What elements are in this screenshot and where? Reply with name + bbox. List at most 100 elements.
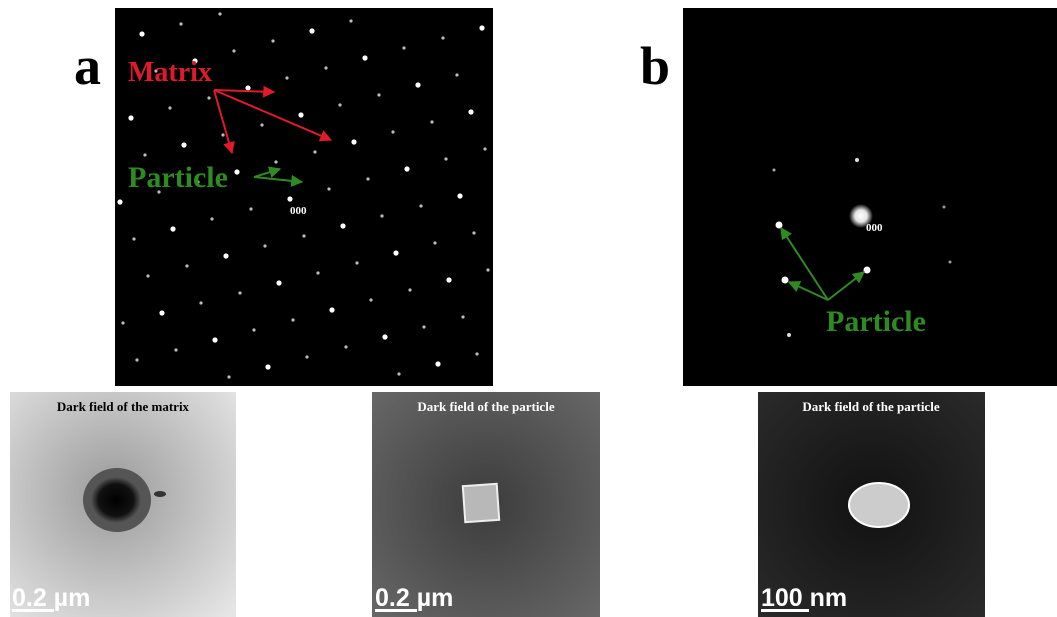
spot xyxy=(159,310,164,315)
spot xyxy=(472,231,475,234)
particle xyxy=(849,483,909,527)
spot xyxy=(271,39,274,42)
spot xyxy=(234,169,239,174)
spot xyxy=(327,187,330,190)
spot xyxy=(366,177,369,180)
hole xyxy=(91,477,141,523)
image-title: Dark field of the matrix xyxy=(57,399,190,414)
spot xyxy=(773,169,776,172)
spot xyxy=(132,237,135,240)
spot xyxy=(168,106,171,109)
spot xyxy=(949,261,952,264)
spot xyxy=(276,280,281,285)
spot xyxy=(185,264,188,267)
scale-bar-label: 0.2 µm xyxy=(12,584,90,612)
spot xyxy=(408,288,411,291)
spot xyxy=(265,364,270,369)
spot xyxy=(864,267,871,274)
spot xyxy=(430,120,433,123)
spot xyxy=(338,103,341,106)
scale-bar xyxy=(12,609,54,612)
spot xyxy=(117,199,122,204)
spot xyxy=(455,73,458,76)
spot xyxy=(232,49,235,52)
spot xyxy=(419,204,422,207)
particle-label: Particle xyxy=(826,305,926,338)
spot xyxy=(121,321,124,324)
scale-bar-label: 100 nm xyxy=(761,584,847,612)
spot xyxy=(349,19,352,22)
spot xyxy=(260,123,263,126)
spot xyxy=(291,318,294,321)
spot xyxy=(397,372,400,375)
spot xyxy=(377,93,380,96)
dark-field-image: Dark field of the matrix 0.2 µm xyxy=(10,392,236,617)
spot xyxy=(174,348,177,351)
spot xyxy=(139,31,144,36)
spot xyxy=(218,12,221,15)
spot xyxy=(362,55,367,60)
spot xyxy=(227,375,230,378)
scale-bar xyxy=(375,609,417,612)
spot xyxy=(393,250,398,255)
spot xyxy=(309,28,314,33)
panel-label: b xyxy=(640,36,670,96)
spot xyxy=(329,307,334,312)
spot xyxy=(483,147,486,150)
particle xyxy=(463,484,499,522)
origin-label: 000 xyxy=(866,222,883,234)
spot xyxy=(238,291,241,294)
matrix-label: Matrix xyxy=(128,57,212,88)
spot xyxy=(210,217,213,220)
spot xyxy=(316,271,319,274)
spot xyxy=(943,206,946,209)
spot xyxy=(287,196,292,201)
spot xyxy=(355,261,358,264)
spot xyxy=(782,277,789,284)
spot xyxy=(223,253,228,258)
spot xyxy=(221,133,224,136)
spot xyxy=(486,268,489,271)
dark-field-image: Dark field of the particle 100 nm xyxy=(758,392,985,617)
spot xyxy=(252,328,255,331)
spot xyxy=(302,234,305,237)
spot xyxy=(441,36,444,39)
spot xyxy=(324,66,327,69)
spot xyxy=(181,142,186,147)
spot xyxy=(402,46,405,49)
spot xyxy=(313,150,316,153)
spot xyxy=(305,355,308,358)
spot xyxy=(274,160,277,163)
spot xyxy=(475,352,478,355)
spot xyxy=(249,207,252,210)
spot xyxy=(245,85,250,90)
spot xyxy=(391,130,394,133)
spot xyxy=(446,277,451,282)
spot xyxy=(479,25,484,30)
spot xyxy=(298,112,303,117)
spot xyxy=(461,315,464,318)
spot xyxy=(468,109,473,114)
spot xyxy=(369,298,372,301)
spot xyxy=(146,274,149,277)
defect xyxy=(154,491,166,497)
spot xyxy=(855,158,859,162)
spot xyxy=(404,166,409,171)
spot xyxy=(433,241,436,244)
dark-field-image: Dark field of the particle 0.2 µm xyxy=(372,392,600,617)
scale-bar-label: 0.2 µm xyxy=(375,584,453,612)
spot xyxy=(776,222,783,229)
spot xyxy=(422,325,425,328)
panel-label: a xyxy=(74,36,101,96)
spot xyxy=(435,361,440,366)
scale-bar xyxy=(761,609,809,612)
spot xyxy=(263,244,266,247)
particle-label: Particle xyxy=(128,161,228,194)
spot xyxy=(199,301,202,304)
spot xyxy=(444,157,447,160)
image-title: Dark field of the particle xyxy=(417,399,554,414)
spot xyxy=(143,153,146,156)
spot xyxy=(457,193,462,198)
spot xyxy=(787,333,791,337)
spot xyxy=(351,139,356,144)
